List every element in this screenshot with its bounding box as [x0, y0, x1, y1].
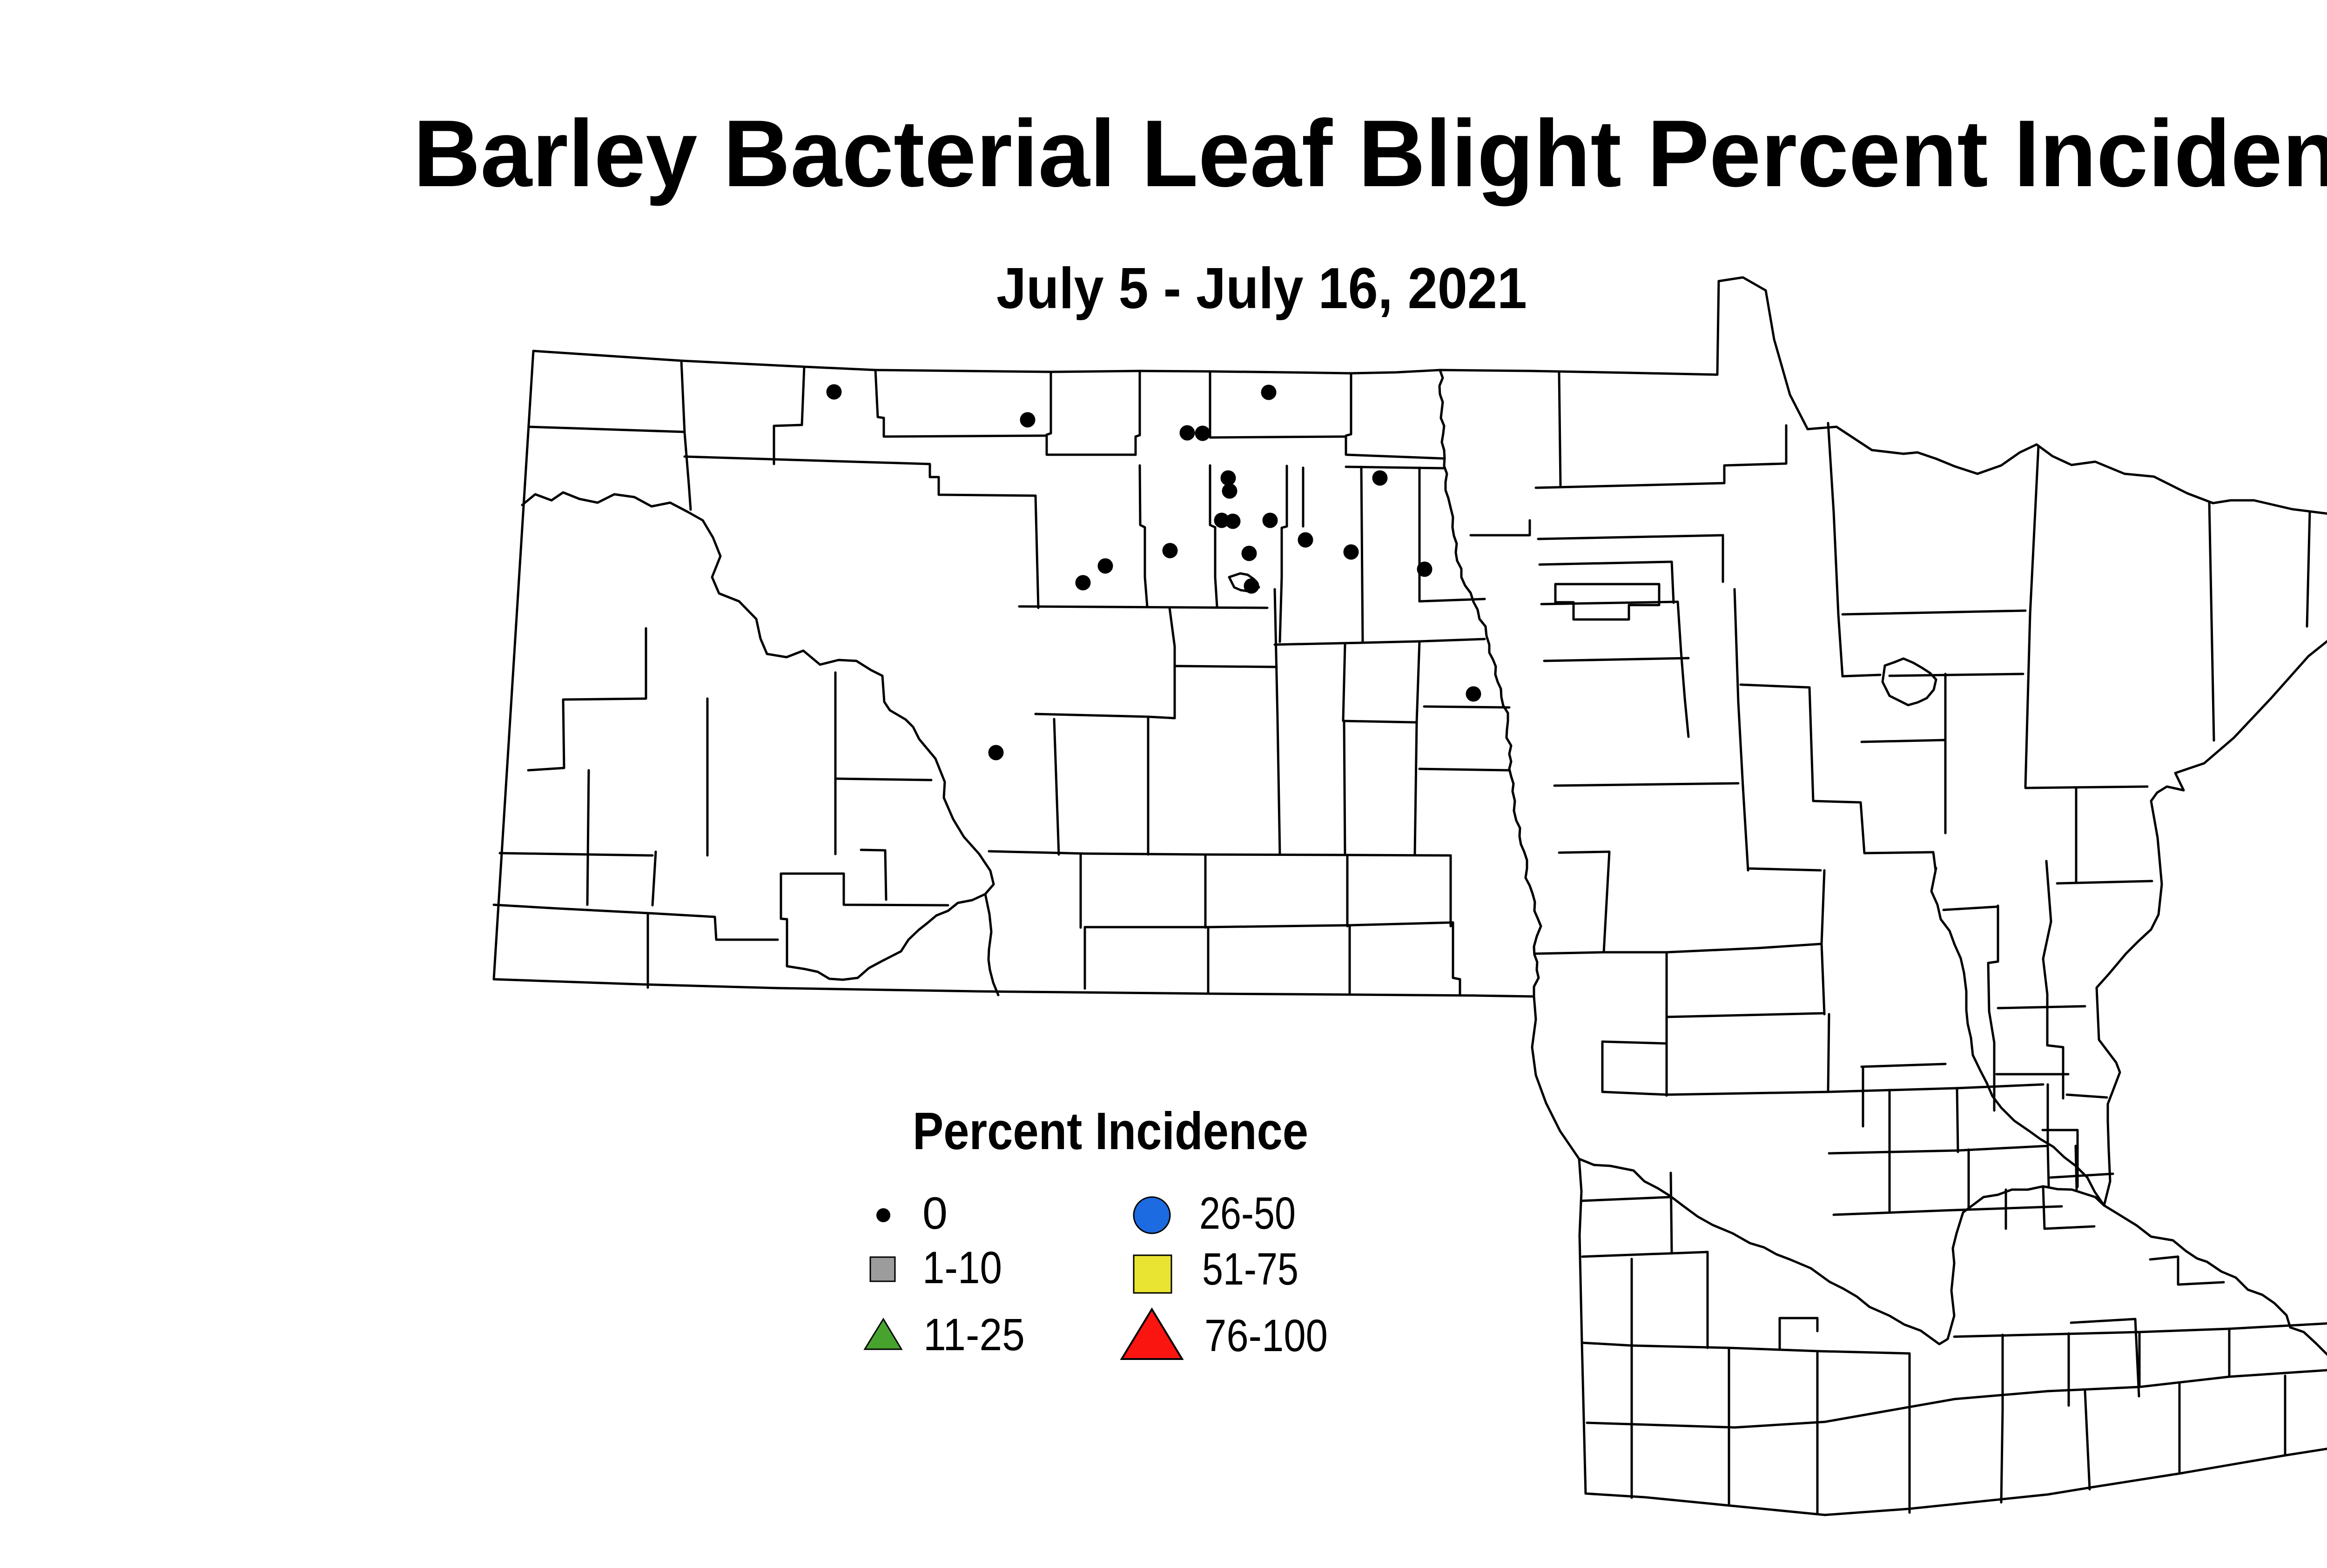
- svg-text:51-75: 51-75: [1202, 1244, 1298, 1294]
- svg-text:76-100: 76-100: [1204, 1310, 1328, 1361]
- svg-text:July 5 - July 16, 2021: July 5 - July 16, 2021: [996, 256, 1527, 321]
- svg-text:11-25: 11-25: [923, 1309, 1025, 1360]
- svg-text:0: 0: [922, 1188, 948, 1238]
- svg-text:1-10: 1-10: [922, 1242, 1002, 1293]
- svg-text:Percent Incidence: Percent Incidence: [913, 1102, 1308, 1160]
- svg-text:26-50: 26-50: [1199, 1188, 1296, 1238]
- svg-text:Barley Bacterial Leaf Blight P: Barley Bacterial Leaf Blight Percent Inc…: [413, 101, 2327, 207]
